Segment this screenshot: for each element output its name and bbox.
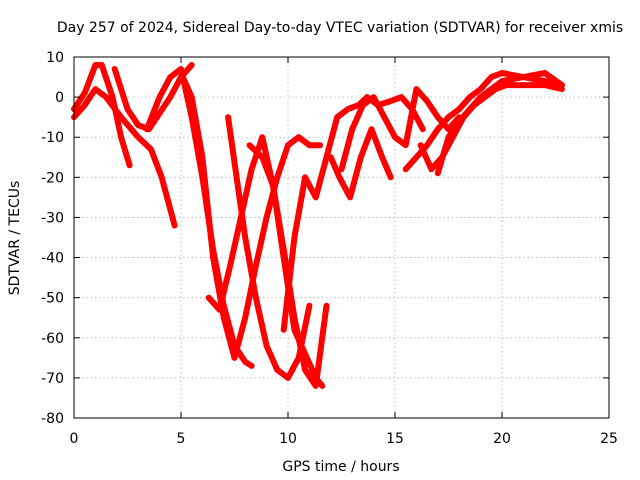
grid	[74, 57, 609, 418]
y-axis-label: SDTVAR / TECUs	[7, 181, 23, 296]
axis-ticks: 0 5 10 15 20 25 10 0 -10 -20 -30 -40 -50 -60 -70 -80	[41, 50, 618, 447]
series-line-arc-11	[327, 126, 394, 201]
series-line-arc-9	[280, 94, 426, 333]
series-line-arc-2	[71, 86, 178, 229]
x-tick-label: 15	[386, 431, 404, 447]
series-line-arc-1	[71, 62, 133, 169]
series-line-arc-7	[205, 134, 330, 389]
x-tick-label: 0	[70, 431, 79, 447]
x-axis-label: GPS time / hours	[282, 459, 399, 475]
y-tick-label: -40	[41, 251, 64, 267]
series-line-arc-3	[111, 62, 195, 133]
series-line-arc-12	[338, 86, 463, 173]
series-group	[71, 62, 565, 389]
y-tick-label: -30	[41, 210, 64, 226]
x-tick-label: 10	[279, 431, 297, 447]
x-tick-label: 5	[177, 431, 186, 447]
x-tick-label: 25	[600, 431, 618, 447]
series-line-arc-10	[246, 142, 326, 389]
y-tick-label: -20	[41, 170, 64, 186]
y-tick-label: -50	[41, 291, 64, 307]
series-line-arc-8	[225, 114, 313, 381]
x-tick-label: 20	[493, 431, 511, 447]
y-tick-label: 10	[46, 50, 64, 66]
y-tick-label: -70	[41, 371, 64, 387]
chart-title: Day 257 of 2024, Sidereal Day-to-day VTE…	[57, 20, 623, 36]
series-line-arc-15	[434, 70, 565, 177]
y-tick-label: -80	[41, 411, 64, 427]
series-line-arc-6	[231, 134, 324, 361]
plot-frame	[73, 56, 610, 419]
y-tick-label: 0	[55, 90, 64, 106]
series-line-arc-5	[178, 70, 238, 361]
y-tick-label: -10	[41, 130, 64, 146]
y-tick-label: -60	[41, 331, 64, 347]
